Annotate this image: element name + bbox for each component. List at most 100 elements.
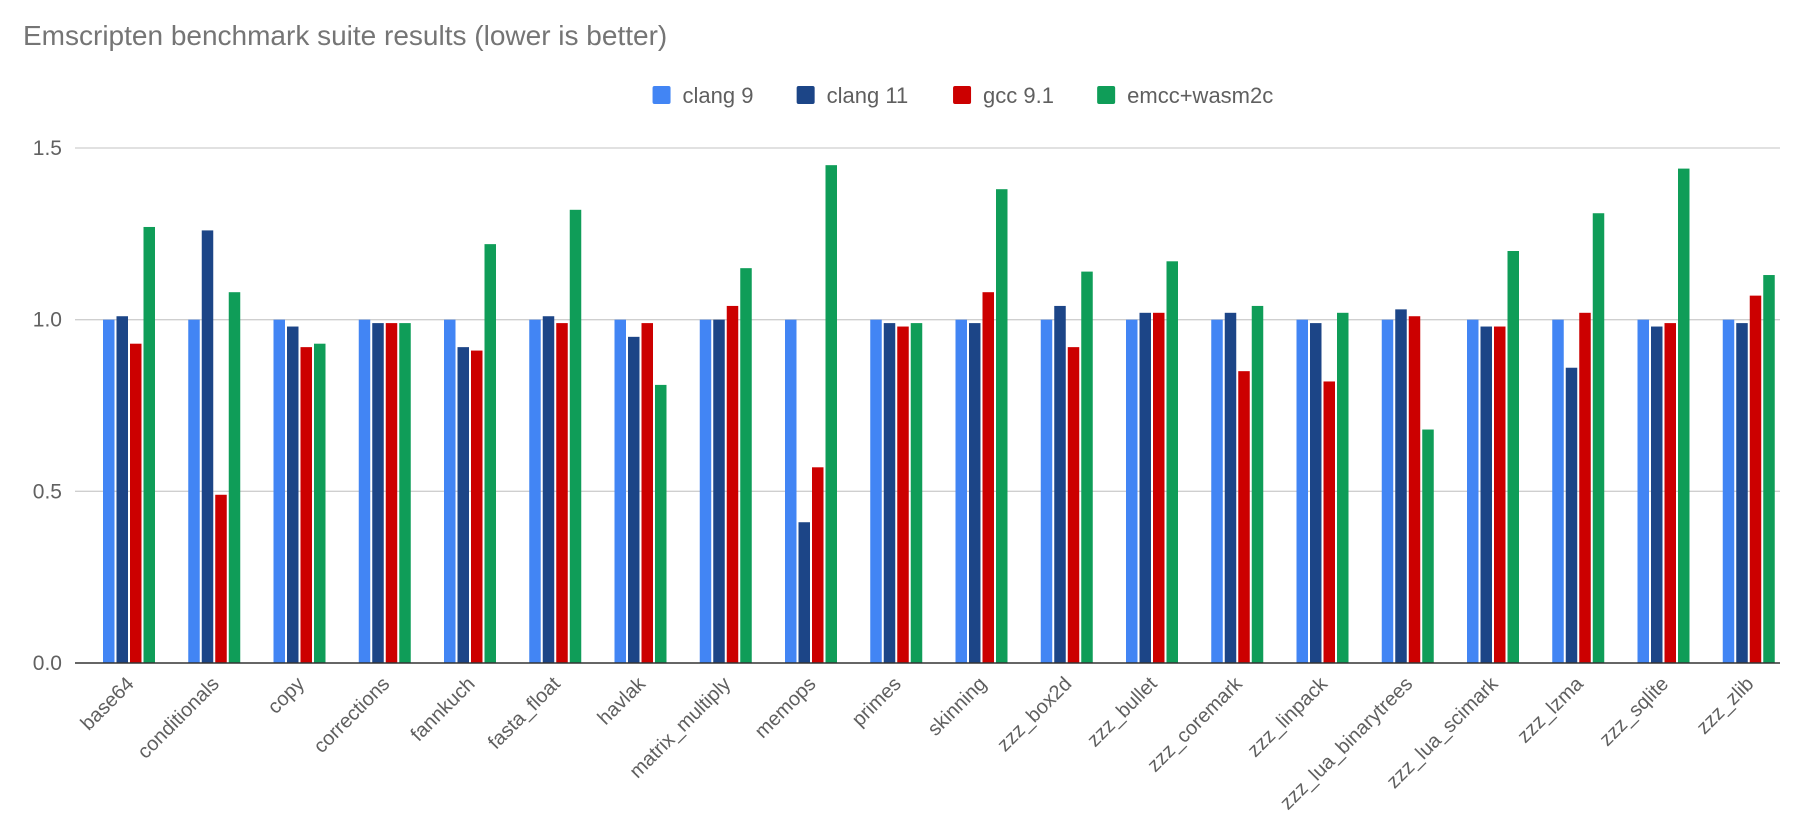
bar [1494, 326, 1506, 663]
bar [870, 319, 882, 663]
bar [1664, 323, 1676, 663]
bar [457, 347, 469, 663]
bar [1678, 168, 1690, 663]
x-tick-label: zzz_box2d [993, 673, 1076, 756]
legend-label: gcc 9.1 [983, 83, 1054, 108]
bar [143, 226, 155, 663]
bar [1592, 213, 1605, 663]
bar [471, 350, 483, 663]
bar [628, 336, 640, 663]
bar [726, 305, 739, 663]
bar [825, 165, 837, 663]
x-tick-label: zzz_sqlite [1595, 673, 1673, 751]
x-tick-label: conditionals [134, 673, 224, 763]
bar [1651, 326, 1663, 663]
x-tick-label: primes [848, 673, 906, 731]
x-tick-label: memops [751, 673, 821, 743]
bar [1067, 347, 1080, 663]
legend-label: emcc+wasm2c [1127, 83, 1273, 108]
x-tick-label: zzz_zlib [1692, 673, 1758, 739]
bar [614, 319, 626, 663]
bar [1422, 429, 1434, 663]
bar [130, 343, 142, 663]
legend: clang 9 clang 11 gcc 9.1 emcc+wasm2c [652, 83, 1273, 108]
bar [713, 319, 725, 663]
bar [542, 316, 555, 663]
legend-swatch [796, 86, 815, 104]
y-tick-label: 1.5 [33, 137, 62, 160]
legend-label: clang 11 [827, 83, 909, 108]
bar [883, 323, 896, 663]
bar [1480, 326, 1492, 663]
bar [201, 230, 214, 663]
bar [215, 494, 227, 663]
chart-title: Emscripten benchmark suite results (lowe… [23, 20, 668, 51]
bar [228, 292, 241, 663]
bar [300, 347, 312, 663]
y-tick-label: 0.5 [33, 480, 62, 503]
bar [569, 209, 582, 664]
bar [287, 326, 299, 663]
bar [399, 323, 411, 663]
bar [1763, 275, 1775, 663]
bar [1395, 309, 1407, 663]
bar [1467, 319, 1479, 663]
x-tick-label: zzz_bullet [1083, 673, 1162, 752]
x-tick-label: fannkuch [407, 673, 480, 746]
y-tick-label: 0.0 [33, 652, 62, 675]
bar [1211, 319, 1223, 663]
bar [444, 319, 456, 663]
bar [1722, 319, 1735, 663]
bar [529, 319, 541, 663]
bar [1637, 319, 1649, 663]
bar [798, 522, 810, 663]
bar [1579, 312, 1591, 663]
bar [484, 244, 496, 663]
legend-label: clang 9 [683, 83, 754, 108]
bar [812, 467, 824, 663]
bar [1381, 319, 1394, 663]
bar [1054, 305, 1066, 663]
bar [358, 319, 371, 663]
bar [1238, 371, 1250, 663]
bar [1126, 319, 1138, 663]
bar [1166, 261, 1178, 663]
x-tick-label: fasta_float [484, 673, 565, 754]
bar [996, 189, 1008, 663]
bar [556, 323, 568, 663]
bar [785, 319, 797, 663]
bar [1749, 295, 1762, 663]
bar [116, 316, 128, 663]
bar [1139, 312, 1151, 663]
legend-swatch [652, 86, 671, 104]
bar [1296, 319, 1308, 663]
bar [897, 326, 909, 663]
x-tick-label: zzz_lzma [1513, 672, 1588, 747]
bar [1310, 323, 1322, 663]
bar [969, 323, 981, 663]
bar [103, 319, 115, 663]
bar [699, 319, 712, 663]
bar [385, 323, 398, 663]
bar [1552, 319, 1564, 663]
bar [1323, 381, 1335, 663]
x-tick-label: copy [264, 673, 309, 718]
bar [314, 343, 326, 663]
legend-swatch [1097, 86, 1116, 104]
bar [1736, 323, 1748, 663]
x-tick-label: corrections [310, 673, 395, 758]
bar [1040, 319, 1053, 663]
bar [188, 319, 200, 663]
legend-swatch [953, 86, 972, 104]
bar [273, 319, 285, 663]
bar [655, 384, 667, 663]
bar [1081, 271, 1093, 663]
y-tick-label: 1.0 [33, 309, 62, 332]
bar [1153, 312, 1165, 663]
bars [103, 165, 1775, 664]
bar [740, 268, 752, 663]
bar [1224, 312, 1237, 663]
bar [1507, 251, 1519, 663]
x-tick-label: skinning [924, 673, 991, 740]
